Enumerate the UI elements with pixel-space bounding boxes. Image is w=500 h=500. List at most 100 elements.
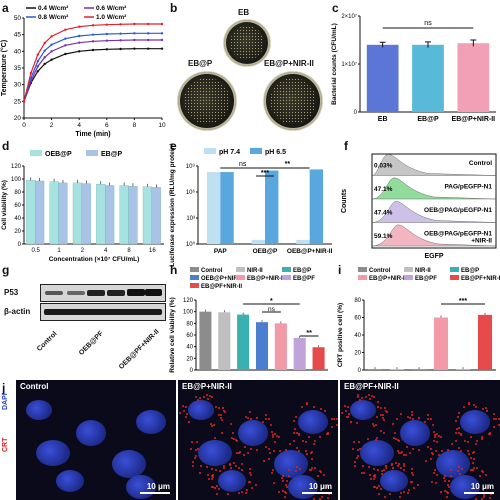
legend-label: EB@PF+NIR-II xyxy=(461,276,500,282)
crt-signal xyxy=(375,487,378,490)
bar xyxy=(105,185,115,245)
crt-signal xyxy=(265,418,268,421)
crt-signal xyxy=(396,450,399,453)
y-tick-label: 40 xyxy=(14,48,22,55)
crt-signal xyxy=(327,433,330,436)
crt-signal xyxy=(402,468,405,471)
data-point xyxy=(50,58,53,61)
panel-c: c 0 1×10⁷ 2×10⁷ Bacterial counts (CFU/mL) EB… xyxy=(330,0,500,142)
crt-signal xyxy=(487,486,490,489)
crt-signal xyxy=(207,473,210,476)
crt-signal xyxy=(468,402,471,405)
y-axis-label: Luciferase expression (RLU/mg protein) xyxy=(169,143,176,267)
panel-label: j xyxy=(2,381,6,395)
blot-group-lines xyxy=(40,322,164,323)
data-point xyxy=(119,23,122,26)
crt-signal xyxy=(263,460,266,463)
crt-signal xyxy=(214,406,217,408)
crt-signal xyxy=(395,461,398,464)
data-point xyxy=(133,22,136,26)
crt-signal xyxy=(310,452,313,455)
crt-signal xyxy=(271,431,274,434)
panel-e: e 10⁰ 10³ 10⁶ 10⁹ Luciferase expression (RLU… xyxy=(168,140,336,270)
crt-signal xyxy=(475,405,478,408)
legend-label: EB@P xyxy=(461,268,479,274)
crt-signal xyxy=(400,413,403,416)
crt-signal xyxy=(293,440,296,443)
nucleus xyxy=(36,440,70,466)
crt-signal xyxy=(434,449,437,452)
data-point xyxy=(78,25,81,28)
y-tick-label: 25 xyxy=(14,98,22,105)
crt-signal xyxy=(433,436,436,439)
crt-signal xyxy=(202,396,205,399)
crt-signal xyxy=(298,468,301,471)
crt-signal xyxy=(313,405,316,408)
crt-signal xyxy=(281,480,284,483)
crt-signal xyxy=(234,465,237,468)
crt-signal xyxy=(284,491,287,494)
nucleus xyxy=(380,470,408,492)
plot-frame xyxy=(371,153,497,249)
crt-signal xyxy=(309,469,312,472)
crt-signal xyxy=(295,447,298,450)
crt-signal xyxy=(330,418,333,421)
scale-bar-label: 10 μm xyxy=(308,482,332,491)
crt-signal xyxy=(194,395,197,398)
x-tick-label: 16 xyxy=(149,248,156,254)
crt-signal xyxy=(384,410,387,413)
crt-signal xyxy=(213,424,216,427)
bar xyxy=(142,186,153,245)
crt-signal xyxy=(457,432,460,435)
crt-signal xyxy=(272,469,275,472)
crt-signal xyxy=(273,440,276,443)
crt-signal xyxy=(474,498,477,500)
crt-signal xyxy=(238,451,241,454)
bar xyxy=(119,185,129,245)
crt-signal xyxy=(264,446,267,449)
crt-signal xyxy=(222,465,225,468)
data-point xyxy=(43,62,46,66)
data-point xyxy=(147,47,150,50)
crt-signal xyxy=(426,413,429,416)
y-tick-label: 40 xyxy=(14,216,21,222)
crt-signal xyxy=(380,407,383,410)
legend-label: EB@P+NIR-II xyxy=(369,276,407,282)
crt-signal xyxy=(460,468,463,471)
crt-signal xyxy=(361,472,364,475)
y-tick-label: 35 xyxy=(14,65,22,72)
micrograph-control: Control 10 μm xyxy=(16,380,176,500)
crt-signal xyxy=(219,470,222,473)
crt-signal xyxy=(362,465,365,468)
crt-signal xyxy=(336,424,338,427)
significance-label: ns xyxy=(239,161,247,168)
crt-signal xyxy=(326,431,329,434)
y-tick-label: 120 xyxy=(183,298,194,304)
crt-signal xyxy=(395,417,398,420)
crt-signal xyxy=(191,460,194,463)
crt-signal xyxy=(467,450,470,453)
crt-signal xyxy=(344,405,347,408)
crt-signal xyxy=(430,448,433,451)
x-tick-label: EB xyxy=(378,116,388,123)
crt-signal xyxy=(364,396,367,399)
sample-label: OEB@PAG/pEGFP-N1 xyxy=(424,207,492,214)
data-point xyxy=(64,28,67,31)
crt-signal xyxy=(471,469,474,472)
crt-signal xyxy=(455,440,458,443)
y-tick-label: 100 xyxy=(11,177,22,183)
crt-signal xyxy=(429,457,432,460)
crt-signal xyxy=(469,456,472,459)
crt-signal xyxy=(480,438,483,441)
data-point xyxy=(22,100,26,103)
crt-signal xyxy=(444,489,447,492)
crt-signal xyxy=(313,467,316,470)
crt-signal xyxy=(275,435,278,438)
scale-bar-label: 10 μm xyxy=(146,482,170,491)
blot-group-oebpf-nir: OEB@PF+NIR-II xyxy=(118,328,161,371)
crt-signal xyxy=(376,437,379,440)
crt-signal xyxy=(360,397,363,400)
crt-signal xyxy=(319,435,322,438)
panel-label: a xyxy=(2,1,9,15)
crt-signal xyxy=(403,453,406,456)
